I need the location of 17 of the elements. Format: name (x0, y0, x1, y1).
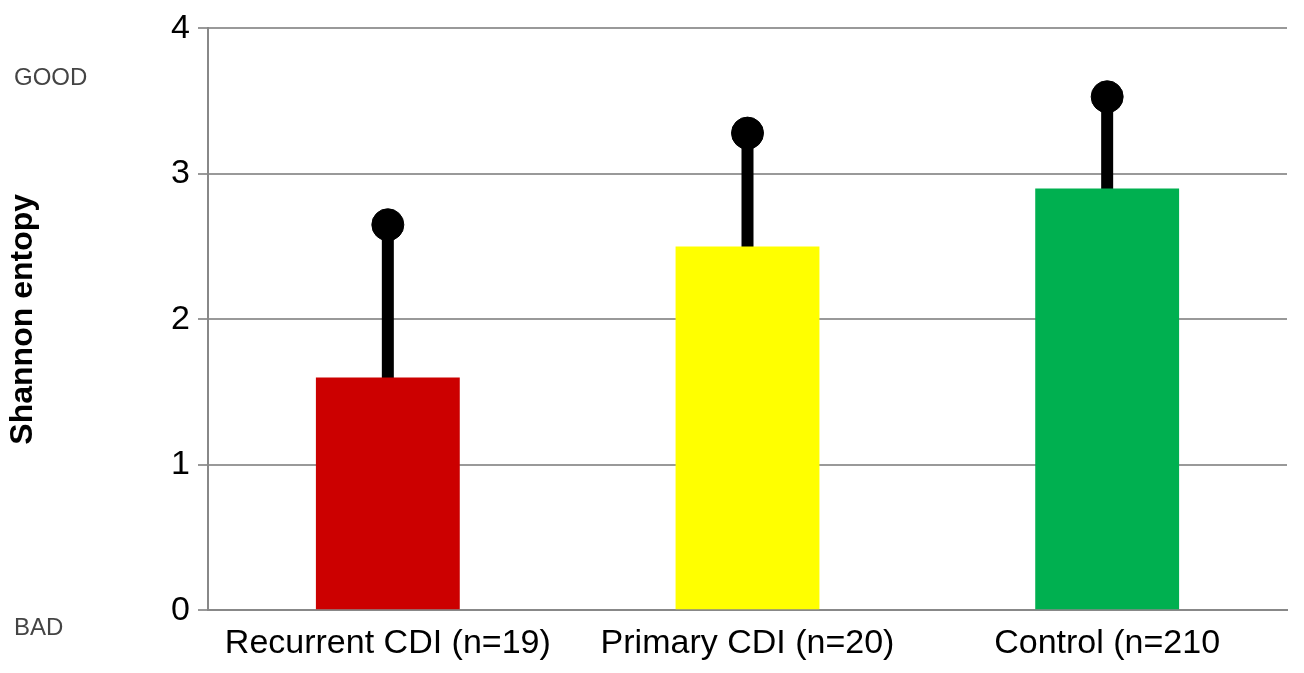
y-tick-label: 4 (171, 6, 190, 45)
x-tick-label: Control (n=210 (994, 621, 1221, 660)
text: BAD (14, 612, 64, 640)
y-tick-label: 1 (171, 443, 190, 482)
point (371, 208, 405, 242)
x-tick-label: Primary CDI (n=20) (600, 621, 895, 660)
y-tick-label: 3 (171, 152, 190, 191)
x-tick-label: Recurrent CDI (n=19) (224, 621, 551, 660)
y-axis-title: Shannon entopy (3, 193, 40, 445)
bar (1035, 188, 1180, 610)
y-tick-label: 0 (171, 588, 190, 627)
y-tick-label: 2 (171, 297, 190, 336)
point (731, 116, 764, 150)
bar (315, 377, 460, 610)
point (1090, 80, 1124, 114)
text: GOOD (14, 63, 88, 91)
bar (675, 246, 820, 610)
